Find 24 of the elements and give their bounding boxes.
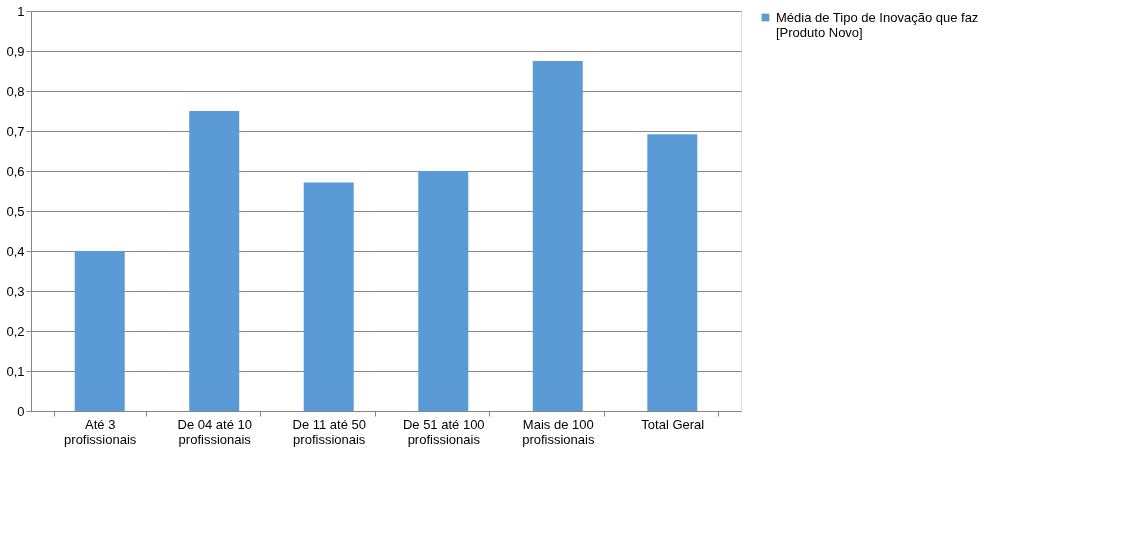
y-tick-label: 1	[17, 3, 25, 19]
x-tick-label: Total Geral	[641, 416, 705, 432]
x-tick-label: De 11 até 50 profissionais	[292, 416, 366, 447]
y-tick-label: 0,7	[6, 123, 25, 139]
y-tick-label: 0,1	[6, 363, 25, 379]
y-tick-label: 0,9	[6, 43, 25, 59]
y-tick-label: 0,8	[6, 83, 25, 99]
y-tick-label: 0,6	[6, 163, 25, 179]
legend-label: Média de Tipo de Inovação que faz [Produto Novo]	[776, 9, 979, 40]
y-tick-label: 0,5	[6, 203, 25, 219]
bar	[189, 111, 240, 411]
bar	[532, 61, 583, 411]
x-tick-label: De 51 até 100 profissionais	[402, 416, 485, 447]
bar	[303, 182, 354, 411]
y-tick-label: 0,4	[6, 243, 25, 259]
bar	[647, 134, 698, 411]
bar	[418, 171, 469, 411]
y-tick-label: 0	[17, 403, 25, 419]
x-tick-label: Mais de 100 profissionais	[522, 416, 595, 447]
bar	[74, 251, 125, 411]
y-tick-label: 0,3	[6, 283, 25, 299]
y-tick-label: 0,2	[6, 323, 25, 339]
x-tick-label: De 04 até 10 profissionais	[177, 416, 252, 447]
x-tick-label: Até 3 profissionais	[64, 416, 137, 447]
